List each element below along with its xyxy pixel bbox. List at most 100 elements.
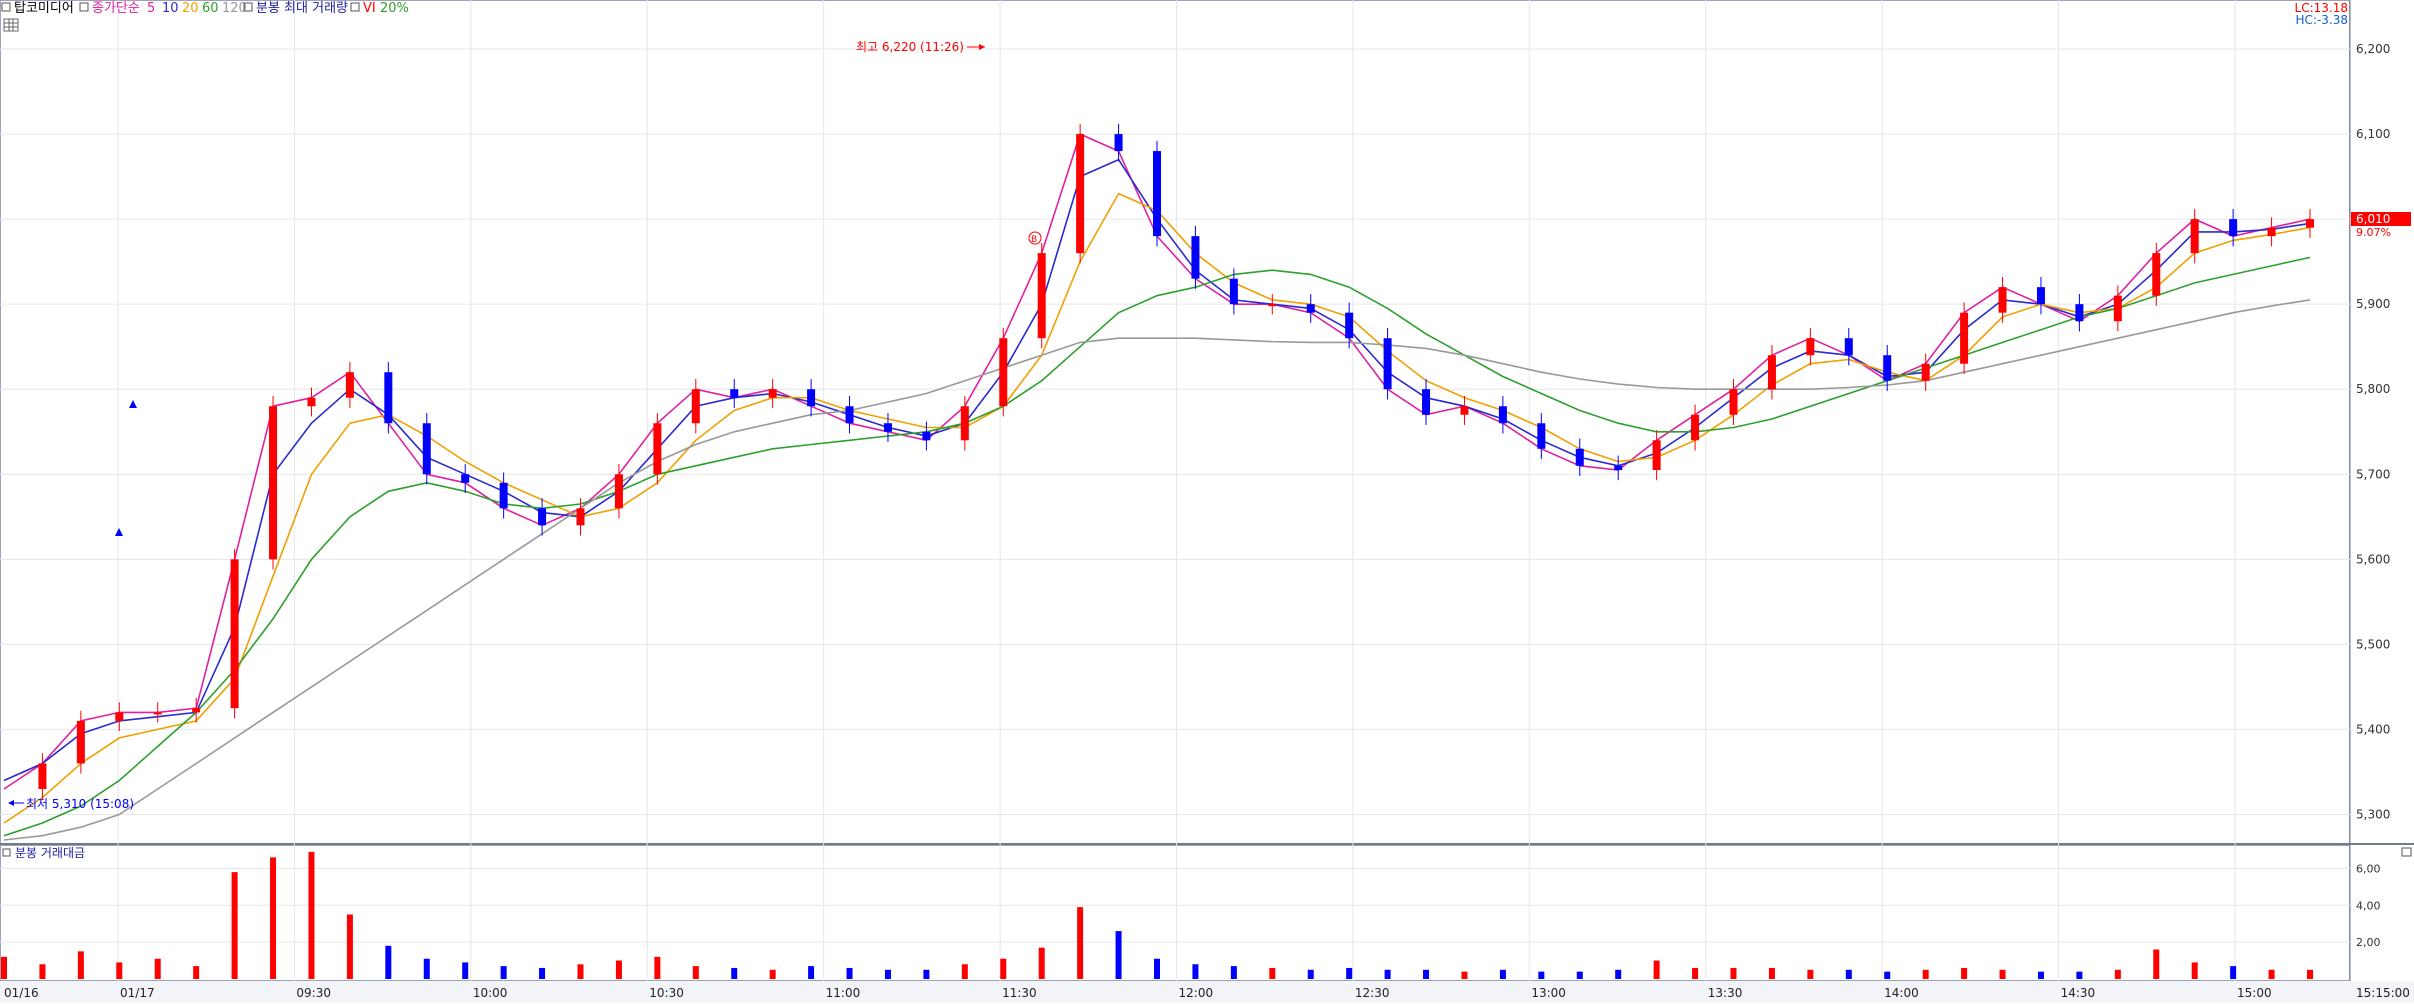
y-tick-label: 6,200 — [2356, 42, 2390, 56]
high-arrow-icon — [979, 44, 985, 50]
candle-body — [1614, 465, 1623, 471]
volume-bar — [808, 966, 815, 979]
candle-body — [2190, 219, 2199, 254]
price-settings-icon[interactable] — [79, 2, 89, 12]
candle-body — [1575, 448, 1584, 466]
volume-panel-settings-icon[interactable] — [2, 848, 11, 857]
grid-toggle-icon[interactable] — [3, 18, 19, 32]
candle-body — [1883, 355, 1892, 381]
volume-bar — [1115, 931, 1122, 979]
y-tick-label: 5,500 — [2356, 637, 2390, 651]
y-tick-label: 5,300 — [2356, 807, 2390, 821]
star-marker-icon — [115, 528, 123, 536]
candle-body — [1460, 406, 1469, 415]
volume-bar — [539, 967, 546, 979]
x-tick-label: 09:30 — [296, 986, 331, 1000]
stock-name[interactable]: 탑코미디어 — [14, 1, 74, 16]
ma20-legend: 20 — [182, 1, 199, 16]
candle-body — [614, 474, 623, 509]
current-price-badge — [2351, 212, 2411, 226]
volume-bar — [1000, 958, 1007, 979]
candle-body — [1306, 304, 1315, 313]
volume-bar — [1730, 967, 1737, 979]
candle-body — [960, 406, 969, 441]
y-tick-label: 6,100 — [2356, 127, 2390, 141]
candle-body — [2229, 219, 2238, 237]
volume-bar — [884, 969, 891, 979]
x-tick-label: 10:30 — [649, 986, 684, 1000]
candle-body — [499, 482, 508, 509]
volume-bar — [731, 967, 738, 979]
candle-body — [807, 389, 816, 407]
current-price-label: 6,010 — [2356, 212, 2390, 226]
volume-bar — [2307, 969, 2313, 979]
candle-layer — [38, 123, 2314, 800]
volume-bar — [1038, 947, 1045, 979]
candle-body — [1844, 338, 1853, 356]
x-tick-label: 15:00 — [2237, 986, 2272, 1000]
candle-body — [1806, 338, 1815, 356]
volume-bar — [500, 966, 507, 979]
buy-marker-icon[interactable] — [1028, 231, 1042, 245]
x-axis-strip — [0, 981, 2414, 1002]
y-tick-label: 5,900 — [2356, 297, 2390, 311]
candle-body — [2152, 253, 2161, 296]
volume-settings-icon[interactable] — [243, 2, 253, 12]
volume-bar — [462, 962, 469, 979]
candle-body — [422, 423, 431, 475]
volume-bar — [1307, 969, 1314, 979]
volume-bar — [692, 966, 699, 979]
volume-bar — [2076, 971, 2083, 979]
volume-panel-maximize-icon[interactable] — [2401, 847, 2412, 857]
volume-bar — [1269, 967, 1276, 979]
star-marker-icon — [129, 400, 137, 408]
volume-bar — [769, 969, 776, 979]
volume-bar — [1768, 967, 1775, 979]
candle-body — [345, 372, 354, 398]
candle-body — [1345, 312, 1354, 339]
volume-bar — [1922, 969, 1929, 979]
candle-body — [538, 508, 547, 526]
low-arrow-icon — [8, 800, 14, 806]
candle-body — [1960, 312, 1969, 364]
chart-header: 탑코미디어 종가단순 5 10 20 60 120 분봉 최대 거래량 VI 2… — [1, 1, 2349, 32]
volume-bar — [1, 956, 7, 979]
candle-body — [1383, 338, 1392, 390]
volume-bar — [2037, 971, 2044, 979]
volume-bar — [308, 851, 315, 979]
candle-body — [153, 712, 162, 715]
x-tick-label: 13:00 — [1531, 986, 1566, 1000]
volume-bar — [1077, 907, 1084, 979]
candle-body — [1767, 355, 1776, 390]
y-tick-label: 5,600 — [2356, 552, 2390, 566]
candle-body — [2075, 304, 2084, 322]
volume-legend-label: 분봉 최대 거래량 — [256, 1, 348, 16]
volume-bar — [1999, 969, 2006, 979]
vi-percent: 20% — [380, 1, 409, 16]
candle-body — [384, 372, 393, 424]
candle-body — [845, 406, 854, 424]
collapse-icon[interactable] — [1, 2, 11, 12]
volume-bar — [1615, 969, 1622, 979]
candle-body — [1114, 134, 1123, 152]
volume-bar — [1845, 969, 1852, 979]
volume-bar — [1807, 969, 1814, 979]
x-tick-label: 12:30 — [1355, 986, 1390, 1000]
vi-settings-icon[interactable] — [350, 2, 360, 12]
volume-bar — [2268, 969, 2275, 979]
candle-body — [1652, 440, 1661, 471]
volume-panel-title: 분봉 거래대금 — [15, 846, 85, 860]
volume-bar — [1692, 967, 1699, 979]
volume-bar — [2191, 962, 2198, 979]
volume-y-tick-label: 6,00 — [2356, 862, 2381, 875]
candle-body — [1268, 304, 1277, 307]
candle-body — [1076, 134, 1085, 254]
candle-body — [2113, 295, 2122, 322]
volume-bar — [961, 964, 968, 979]
x-tick-label: 15:15:00 — [2356, 986, 2410, 1000]
candle-body — [115, 712, 124, 721]
ma60-legend: 60 — [202, 1, 219, 16]
volume-bar — [923, 969, 930, 979]
hc-label: HC:-3.38 — [2296, 13, 2349, 27]
